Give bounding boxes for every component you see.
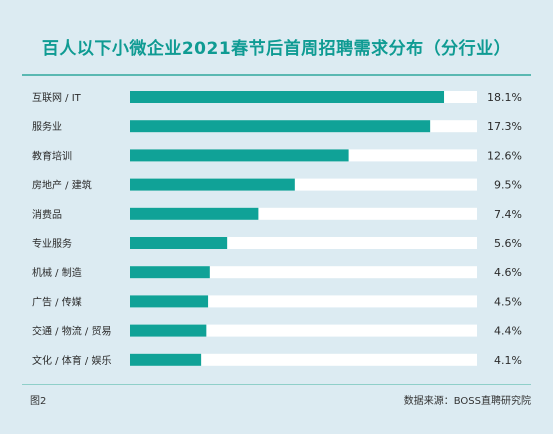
bar-track bbox=[130, 266, 477, 279]
bar bbox=[130, 237, 228, 249]
bar-row: 教育培训 12.6% bbox=[32, 149, 522, 162]
value-label: 4.6% bbox=[494, 266, 522, 279]
category-label: 专业服务 bbox=[32, 237, 72, 250]
bar-row: 交通 / 物流 / 贸易 4.4% bbox=[32, 324, 522, 338]
bar bbox=[130, 91, 445, 103]
category-label: 机械 / 制造 bbox=[32, 266, 82, 279]
bar bbox=[130, 207, 259, 220]
bar-track bbox=[130, 295, 477, 308]
data-source: 数据来源：BOSS直聘研究院 bbox=[403, 396, 531, 407]
figure-label: 图2 bbox=[30, 396, 47, 407]
bar bbox=[130, 178, 295, 191]
value-label: 4.1% bbox=[494, 354, 522, 367]
bar bbox=[130, 324, 207, 337]
category-label: 交通 / 物流 / 贸易 bbox=[32, 325, 111, 338]
footer-divider bbox=[22, 384, 531, 385]
category-label: 消费品 bbox=[32, 208, 62, 221]
category-label: 互联网 / IT bbox=[32, 92, 82, 104]
bar-row: 文化 / 体育 / 娱乐 4.1% bbox=[32, 353, 522, 367]
value-label: 4.4% bbox=[494, 325, 522, 338]
bar bbox=[130, 120, 431, 133]
bar-row: 服务业 17.3% bbox=[32, 120, 522, 133]
bar-row: 广告 / 传媒 4.5% bbox=[32, 295, 522, 308]
category-label: 教育培训 bbox=[32, 149, 72, 162]
bar bbox=[130, 266, 210, 279]
value-label: 12.6% bbox=[487, 149, 522, 162]
bar bbox=[130, 295, 209, 308]
chart-title: 百人以下小微企业2021春节后首周招聘需求分布（分行业） bbox=[41, 39, 512, 59]
bar-row: 房地产 / 建筑 9.5% bbox=[32, 178, 522, 192]
category-label: 广告 / 传媒 bbox=[32, 295, 82, 308]
value-label: 17.3% bbox=[487, 120, 522, 133]
bar bbox=[130, 353, 202, 366]
bar-row: 互联网 / IT 18.1% bbox=[32, 91, 522, 104]
value-label: 18.1% bbox=[487, 91, 522, 104]
category-label: 服务业 bbox=[32, 120, 62, 133]
bar-track bbox=[130, 353, 477, 366]
value-label: 5.6% bbox=[494, 237, 522, 250]
category-label: 文化 / 体育 / 娱乐 bbox=[32, 354, 111, 367]
bar bbox=[130, 149, 349, 162]
value-label: 4.5% bbox=[494, 295, 522, 308]
bar-track bbox=[130, 324, 477, 337]
bar-row: 专业服务 5.6% bbox=[32, 237, 522, 250]
bar-row: 机械 / 制造 4.6% bbox=[32, 266, 522, 279]
bar-row: 消费品 7.4% bbox=[32, 207, 522, 221]
value-label: 9.5% bbox=[494, 179, 522, 192]
value-label: 7.4% bbox=[494, 208, 522, 221]
title-divider bbox=[22, 74, 531, 76]
category-label: 房地产 / 建筑 bbox=[32, 179, 92, 192]
